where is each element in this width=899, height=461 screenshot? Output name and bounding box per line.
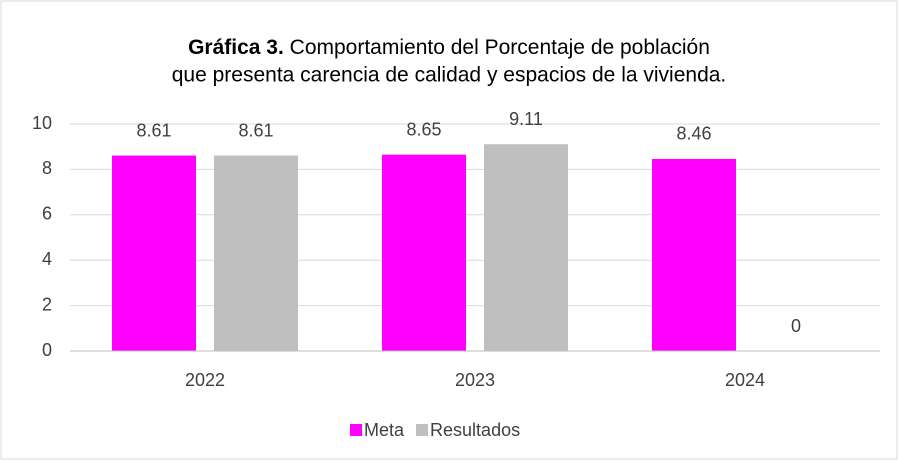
data-label: 0 xyxy=(791,316,801,336)
y-tick-label: 10 xyxy=(32,113,52,133)
data-label: 8.61 xyxy=(136,120,171,140)
x-tick-label: 2024 xyxy=(725,370,765,390)
title-line: que presenta carencia de calidad y espac… xyxy=(172,64,727,87)
bar xyxy=(112,155,196,351)
x-tick-label: 2023 xyxy=(455,370,495,390)
title-prefix: Gráfica 3. xyxy=(188,36,284,59)
y-tick-label: 4 xyxy=(42,249,52,269)
chart-title: Gráfica 3. Comportamiento del Porcentaje… xyxy=(188,36,710,59)
y-tick-label: 0 xyxy=(42,340,52,360)
y-tick-label: 2 xyxy=(42,294,52,314)
bar xyxy=(652,158,736,351)
legend-swatch xyxy=(350,424,362,436)
data-label: 8.61 xyxy=(238,120,273,140)
data-label: 8.65 xyxy=(406,119,441,139)
x-tick-label: 2022 xyxy=(185,370,225,390)
data-label: 8.46 xyxy=(676,124,711,144)
bar xyxy=(382,154,466,351)
bar xyxy=(214,155,298,351)
y-tick-label: 6 xyxy=(42,204,52,224)
y-tick-label: 8 xyxy=(42,158,52,178)
legend-label: Meta xyxy=(364,420,405,440)
bar xyxy=(484,144,568,351)
title-line: Comportamiento del Porcentaje de poblaci… xyxy=(290,36,710,59)
legend-swatch xyxy=(416,424,429,436)
data-label: 9.11 xyxy=(509,109,543,129)
legend-label: Resultados xyxy=(430,420,520,440)
